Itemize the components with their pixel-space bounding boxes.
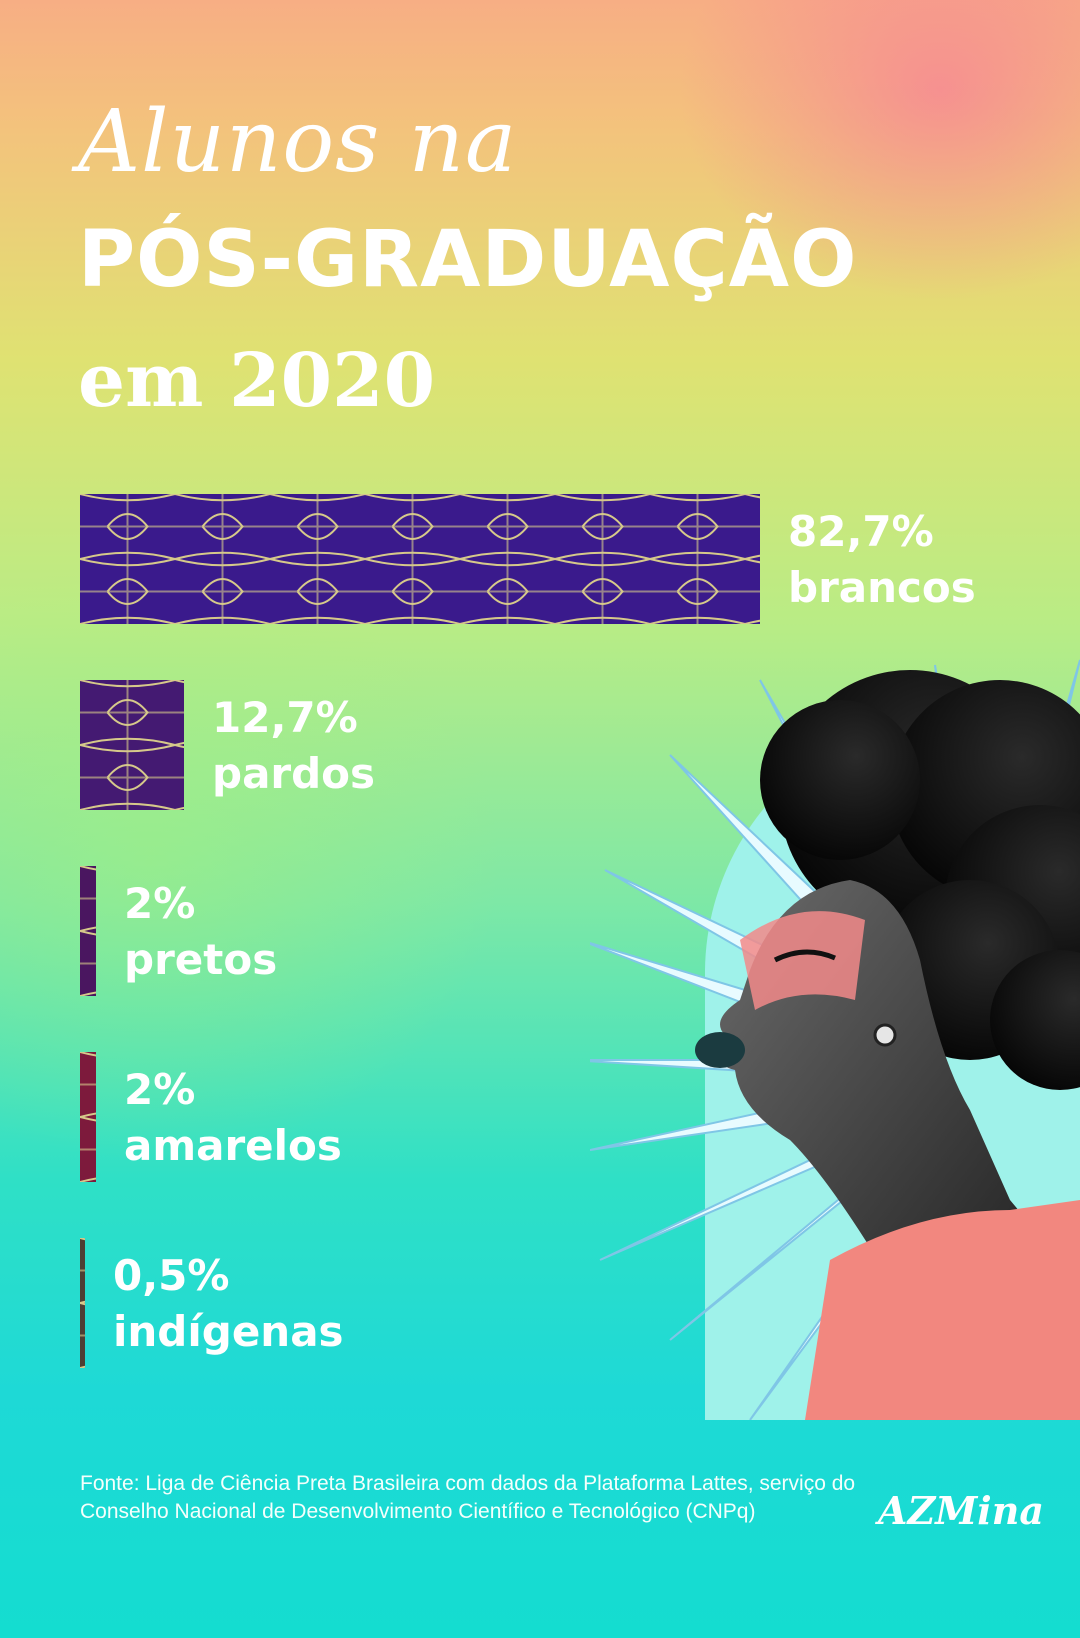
bar-value-label: 12,7% <box>212 693 358 742</box>
bar-pardos <box>80 680 184 810</box>
eye-highlight <box>740 911 865 1010</box>
bar-category-label: brancos <box>788 563 976 612</box>
bar-category-label: pardos <box>212 749 376 798</box>
azmina-logo: AZMina <box>878 1488 1044 1533</box>
bar-value-label: 82,7% <box>788 507 934 556</box>
title-line-1: Alunos na <box>78 92 518 192</box>
bar-amarelos <box>80 1052 96 1182</box>
title-line-2: PÓS-GRADUAÇÃO <box>78 215 858 305</box>
bar-label-amarelos: 2% amarelos <box>124 1062 342 1174</box>
tile-pattern <box>80 680 184 810</box>
hair <box>760 670 1080 1090</box>
bar-pretos <box>80 866 96 996</box>
bar-label-brancos: 82,7% brancos <box>788 504 976 616</box>
title-line-3: em 2020 <box>78 338 436 424</box>
bar-value-label: 2% <box>124 1065 196 1114</box>
shirt <box>805 1200 1080 1420</box>
earring <box>873 1023 897 1047</box>
bar-label-indígenas: 0,5% indígenas <box>113 1248 344 1360</box>
bar-value-label: 0,5% <box>113 1251 230 1300</box>
source-note: Fonte: Liga de Ciência Preta Brasileira … <box>80 1472 856 1523</box>
tile-pattern <box>80 494 760 624</box>
bar-category-label: amarelos <box>124 1121 342 1170</box>
bar-label-pardos: 12,7% pardos <box>212 690 375 802</box>
bar-value-label: 2% <box>124 879 196 928</box>
closed-eye <box>773 949 836 963</box>
lips <box>695 1032 745 1068</box>
tile-pattern <box>80 1052 96 1182</box>
bar-category-label: indígenas <box>113 1307 344 1356</box>
bar-indígenas <box>80 1238 85 1368</box>
tile-pattern <box>80 1238 85 1368</box>
bar-brancos <box>80 494 760 624</box>
woman-portrait-illustration <box>590 659 1080 1420</box>
bar-category-label: pretos <box>124 935 278 984</box>
tile-pattern <box>80 866 96 996</box>
bar-label-pretos: 2% pretos <box>124 876 277 988</box>
